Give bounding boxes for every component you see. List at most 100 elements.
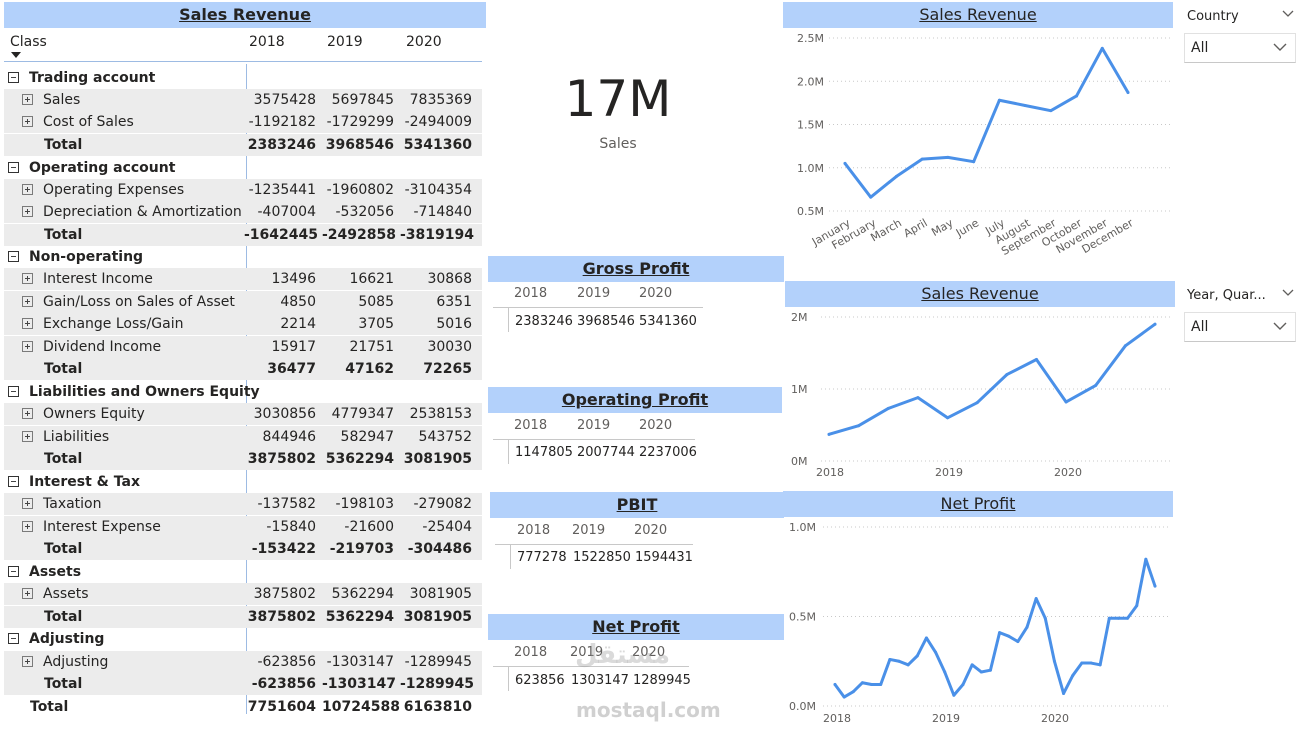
data-point[interactable] (1153, 584, 1157, 588)
data-point[interactable] (1144, 557, 1148, 561)
sort-down-icon[interactable] (11, 52, 21, 58)
data-point[interactable] (843, 161, 847, 165)
data-point[interactable] (1098, 663, 1102, 667)
plus-box-icon[interactable] (22, 655, 33, 667)
data-point[interactable] (920, 157, 924, 161)
column-header-2020[interactable]: 2020 (406, 34, 442, 50)
plus-box-icon[interactable] (22, 407, 33, 419)
plus-box-icon[interactable] (22, 587, 33, 599)
plus-box-icon[interactable] (22, 272, 33, 284)
data-point[interactable] (946, 155, 950, 159)
data-point[interactable] (1034, 597, 1038, 601)
data-point[interactable] (1062, 691, 1066, 695)
year-quarter-slicer-dropdown[interactable]: All (1184, 312, 1296, 342)
data-point[interactable] (906, 663, 910, 667)
data-point[interactable] (946, 416, 950, 420)
data-point[interactable] (1094, 383, 1098, 387)
matrix-item-row[interactable]: Assets 3875802 5362294 3081905 (4, 583, 482, 605)
data-point[interactable] (1123, 344, 1127, 348)
matrix-item-row[interactable]: Sales 3575428 5697845 7835369 (4, 89, 482, 111)
chevron-down-icon[interactable] (1282, 10, 1294, 18)
column-header-2019[interactable]: 2019 (327, 34, 363, 50)
data-point[interactable] (1064, 400, 1068, 404)
plus-box-icon[interactable] (22, 430, 33, 442)
series-line[interactable] (843, 46, 1130, 199)
data-point[interactable] (998, 631, 1002, 635)
data-point[interactable] (961, 683, 965, 687)
plus-box-icon[interactable] (22, 340, 33, 352)
plus-box-icon[interactable] (22, 295, 33, 307)
data-point[interactable] (1043, 616, 1047, 620)
plus-box-icon[interactable] (22, 497, 33, 509)
matrix-group-row[interactable]: Liabilities and Owners Equity (4, 381, 482, 403)
plus-box-icon[interactable] (22, 520, 33, 532)
data-point[interactable] (1126, 90, 1130, 94)
column-header-2018[interactable]: 2018 (249, 34, 285, 50)
matrix-item-row[interactable]: Exchange Loss/Gain 2214 3705 5016 (4, 313, 482, 335)
minus-box-icon[interactable] (8, 71, 19, 83)
data-point[interactable] (972, 160, 976, 164)
data-point[interactable] (1034, 357, 1038, 361)
series-line[interactable] (833, 557, 1157, 699)
matrix-group-row[interactable]: Trading account (4, 67, 482, 89)
matrix-item-row[interactable]: Owners Equity 3030856 4779347 2538153 (4, 403, 482, 425)
data-point[interactable] (1135, 604, 1139, 608)
matrix-item-row[interactable]: Interest Income 13496 16621 30868 (4, 268, 482, 290)
chevron-down-icon[interactable] (1282, 289, 1294, 297)
data-point[interactable] (1071, 674, 1075, 678)
data-point[interactable] (879, 683, 883, 687)
data-point[interactable] (975, 401, 979, 405)
matrix-item-row[interactable]: Adjusting -623856 -1303147 -1289945 (4, 651, 482, 673)
data-point[interactable] (1052, 659, 1056, 663)
data-point[interactable] (970, 663, 974, 667)
sales-revenue-monthly-chart[interactable]: 0.5M1.0M1.5M2.0M2.5MJanuaryFebruaryMarch… (783, 28, 1173, 258)
data-point[interactable] (870, 683, 874, 687)
plus-box-icon[interactable] (22, 205, 33, 217)
plus-box-icon[interactable] (22, 93, 33, 105)
data-point[interactable] (886, 406, 890, 410)
matrix-group-row[interactable]: Interest & Tax (4, 471, 482, 493)
data-point[interactable] (915, 654, 919, 658)
matrix-item-row[interactable]: Taxation -137582 -198103 -279082 (4, 493, 482, 515)
matrix-item-row[interactable]: Depreciation & Amortization -407004 -53205… (4, 201, 482, 223)
data-point[interactable] (924, 636, 928, 640)
data-point[interactable] (869, 195, 873, 199)
data-point[interactable] (916, 396, 920, 400)
data-point[interactable] (1080, 661, 1084, 665)
plus-box-icon[interactable] (22, 115, 33, 127)
data-point[interactable] (888, 657, 892, 661)
column-header-class[interactable]: Class (10, 34, 47, 50)
matrix-item-row[interactable]: Operating Expenses -1235441 -1960802 -31043… (4, 179, 482, 201)
data-point[interactable] (1049, 109, 1053, 113)
data-point[interactable] (894, 174, 898, 178)
data-point[interactable] (1005, 373, 1009, 377)
net-profit-trend-chart[interactable]: 0.0M 0.5M 1.0M 2018 2019 2020 (783, 517, 1173, 733)
matrix-item-row[interactable]: Cost of Sales -1192182 -1729299 -2494009 (4, 111, 482, 133)
data-point[interactable] (860, 681, 864, 685)
matrix-item-row[interactable]: Gain/Loss on Sales of Asset 4850 5085 6351 (4, 291, 482, 313)
data-point[interactable] (1089, 661, 1093, 665)
data-point[interactable] (979, 670, 983, 674)
matrix-group-row[interactable]: Operating account (4, 157, 482, 179)
data-point[interactable] (1126, 616, 1130, 620)
data-point[interactable] (1016, 640, 1020, 644)
matrix-item-row[interactable]: Interest Expense -15840 -21600 -25404 (4, 516, 482, 538)
data-point[interactable] (833, 683, 837, 687)
matrix-group-row[interactable]: Non-operating (4, 246, 482, 268)
data-point[interactable] (943, 670, 947, 674)
data-point[interactable] (897, 659, 901, 663)
data-point[interactable] (952, 693, 956, 697)
data-point[interactable] (1116, 616, 1120, 620)
data-point[interactable] (1023, 103, 1027, 107)
minus-box-icon[interactable] (8, 385, 19, 397)
matrix-group-row[interactable]: Adjusting (4, 628, 482, 650)
data-point[interactable] (1100, 46, 1104, 50)
matrix-item-row[interactable]: Liabilities 844946 582947 543752 (4, 426, 482, 448)
plus-box-icon[interactable] (22, 183, 33, 195)
data-point[interactable] (1075, 94, 1079, 98)
data-point[interactable] (857, 424, 861, 428)
data-point[interactable] (842, 695, 846, 699)
data-point[interactable] (997, 98, 1001, 102)
minus-box-icon[interactable] (8, 565, 19, 577)
minus-box-icon[interactable] (8, 250, 19, 262)
